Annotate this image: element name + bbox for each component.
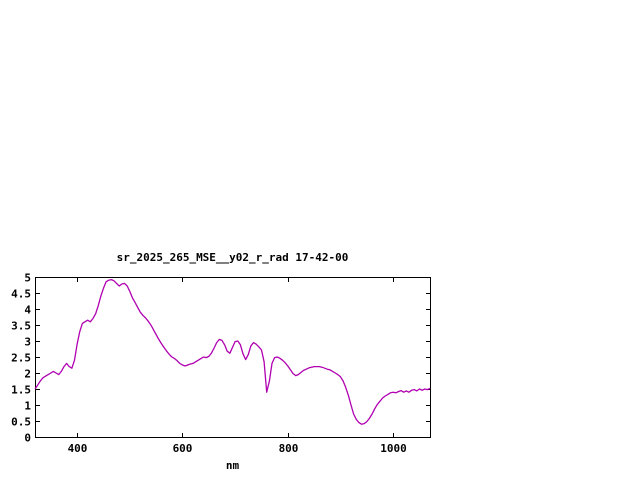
y-tick-label: 0 bbox=[24, 432, 31, 445]
x-axis-label: nm bbox=[225, 459, 240, 472]
y-tick-label: 3 bbox=[24, 336, 31, 349]
y-tick-label: 0.5 bbox=[11, 416, 31, 429]
x-tick-label: 1000 bbox=[380, 442, 407, 455]
y-tick-label: 5 bbox=[24, 272, 31, 285]
x-tick-label: 400 bbox=[68, 442, 88, 455]
chart-title: sr_2025_265_MSE__y02_r_rad 17-42-00 bbox=[116, 251, 349, 264]
y-tick-label: 2.5 bbox=[11, 352, 31, 365]
y-tick-label: 4 bbox=[24, 304, 31, 317]
plot-border bbox=[35, 277, 431, 438]
y-tick-label: 3.5 bbox=[11, 320, 31, 333]
x-tick-label: 600 bbox=[173, 442, 193, 455]
y-tick-label: 1.5 bbox=[11, 384, 31, 397]
y-tick-label: 2 bbox=[24, 368, 31, 381]
x-tick-label: 800 bbox=[279, 442, 299, 455]
y-tick-label: 4.5 bbox=[11, 288, 31, 301]
y-tick-label: 1 bbox=[24, 400, 31, 413]
spectrum-line bbox=[34, 278, 431, 425]
